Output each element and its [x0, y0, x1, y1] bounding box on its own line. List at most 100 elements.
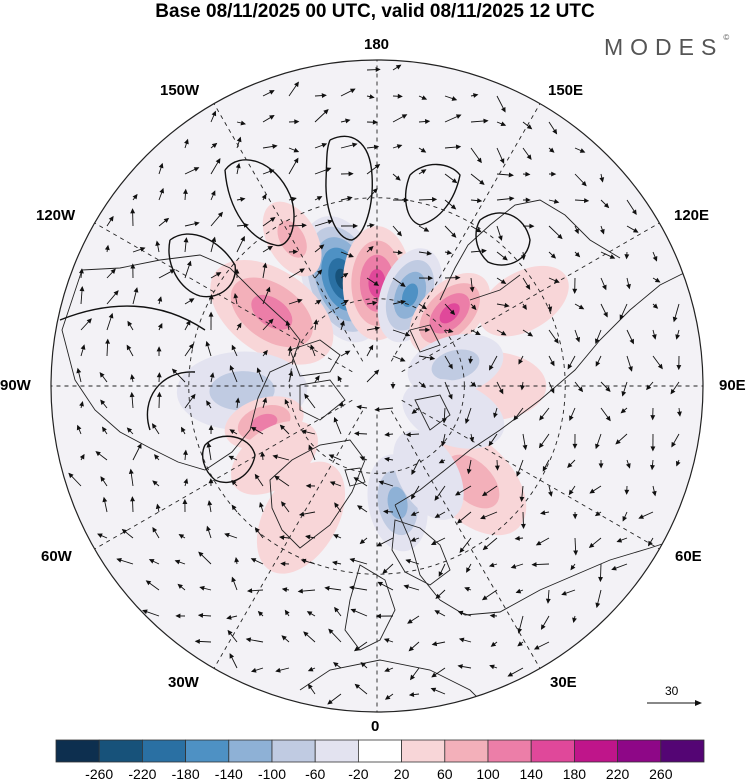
wind-arrow	[262, 245, 274, 253]
wind-arrow	[418, 169, 427, 175]
wind-arrow	[390, 381, 396, 390]
wind-arrow	[288, 268, 305, 279]
wind-arrow	[208, 478, 214, 487]
wind-arrow	[314, 109, 329, 123]
wind-arrow	[522, 147, 532, 160]
wind-arrow	[514, 535, 524, 541]
meridian-line	[390, 103, 541, 362]
wind-arrow	[626, 225, 639, 233]
wind-arrow	[184, 343, 194, 357]
wind-arrow	[444, 173, 458, 184]
wind-arrow	[106, 268, 116, 279]
wind-arrow	[366, 369, 380, 383]
lon-label-60w: 60W	[41, 548, 72, 565]
wind-arrow	[626, 329, 634, 345]
wind-arrow	[314, 375, 320, 383]
north-america-coast	[61, 254, 301, 471]
wind-arrow	[305, 483, 316, 489]
wind-arrow	[378, 480, 394, 487]
wind-arrow	[236, 120, 247, 126]
wind-arrow	[418, 381, 427, 388]
colorbar-segment	[487, 739, 532, 763]
wind-arrow	[488, 433, 498, 447]
wind-arrow	[307, 683, 316, 695]
wind-arrow	[600, 407, 611, 422]
wind-arrow	[531, 562, 550, 567]
wind-arrow	[652, 355, 663, 370]
wind-arrow	[158, 187, 165, 201]
wind-arrow	[158, 269, 176, 279]
wind-arrow	[548, 171, 557, 177]
wind-arrow	[496, 196, 515, 202]
wind-arrow	[548, 381, 555, 394]
lon-label-60e: 60E	[675, 548, 702, 565]
wind-arrow	[366, 245, 374, 253]
map-boundary	[50, 59, 704, 713]
wind-arrow	[158, 217, 170, 227]
wind-arrow	[298, 511, 316, 517]
wind-arrow	[80, 318, 92, 331]
wind-arrow	[306, 611, 316, 617]
wind-arrow	[540, 615, 550, 630]
logo-text: MODES	[604, 34, 724, 60]
wind-arrow	[366, 277, 380, 286]
wind-arrow	[275, 667, 290, 673]
wind-arrow	[418, 147, 427, 153]
wind-arrow	[79, 401, 84, 409]
wind-arrow	[206, 525, 212, 539]
lon-label-180: 180	[364, 36, 390, 53]
wind-arrow	[470, 118, 489, 124]
wind-arrow	[262, 318, 274, 331]
wind-arrow	[236, 322, 242, 331]
wind-arrow	[310, 344, 316, 357]
wind-arrow	[574, 251, 581, 258]
wind-arrow	[574, 147, 586, 153]
wind-arrow	[572, 615, 577, 624]
wind-arrow	[392, 250, 403, 255]
colorbar-segment	[185, 739, 230, 763]
wind-arrow	[496, 381, 504, 395]
wind-arrow	[76, 367, 82, 383]
wind-arrow	[116, 557, 134, 565]
wind-arrow	[152, 480, 160, 487]
lon-label-150e: 150E	[548, 82, 584, 99]
wind-arrow	[288, 119, 300, 125]
wind-arrow	[274, 475, 290, 487]
wind-arrow	[547, 303, 553, 312]
anomaly-contour-fill	[387, 486, 408, 519]
wind-arrow	[598, 459, 604, 469]
lon-label-30w: 30W	[168, 674, 199, 691]
colorbar-segment	[617, 739, 662, 763]
wind-arrow	[233, 292, 239, 305]
wind-arrow	[382, 509, 394, 515]
wind-arrow	[470, 147, 482, 164]
wind-arrow	[229, 364, 238, 383]
wind-arrow	[130, 374, 135, 383]
wind-arrow	[677, 407, 682, 417]
wind-arrow	[542, 459, 550, 472]
wind-arrow	[152, 526, 160, 539]
colorbar-label: -60	[305, 766, 326, 782]
wind-arrow	[210, 110, 217, 123]
wind-arrow	[548, 355, 555, 367]
wind-arrow	[126, 344, 134, 357]
europe-coast	[344, 519, 451, 651]
wind-arrow	[360, 662, 368, 669]
wind-arrow	[366, 67, 381, 73]
wind-arrow	[434, 610, 446, 617]
wind-arrow	[350, 608, 368, 617]
colorbar-label: 220	[605, 766, 630, 782]
wind-arrow	[236, 196, 246, 202]
wind-arrow	[434, 511, 446, 518]
wind-arrow	[359, 456, 368, 461]
wind-arrow	[229, 653, 238, 669]
contour-line	[224, 159, 295, 247]
wind-arrow	[392, 329, 411, 337]
wind-arrow	[79, 285, 85, 305]
colorbar-segment	[271, 739, 316, 763]
meridian-line	[94, 222, 353, 373]
wind-arrow	[184, 298, 195, 305]
wind-arrow	[516, 459, 524, 477]
wind-arrow	[519, 485, 525, 503]
wind-arrow	[262, 397, 268, 409]
